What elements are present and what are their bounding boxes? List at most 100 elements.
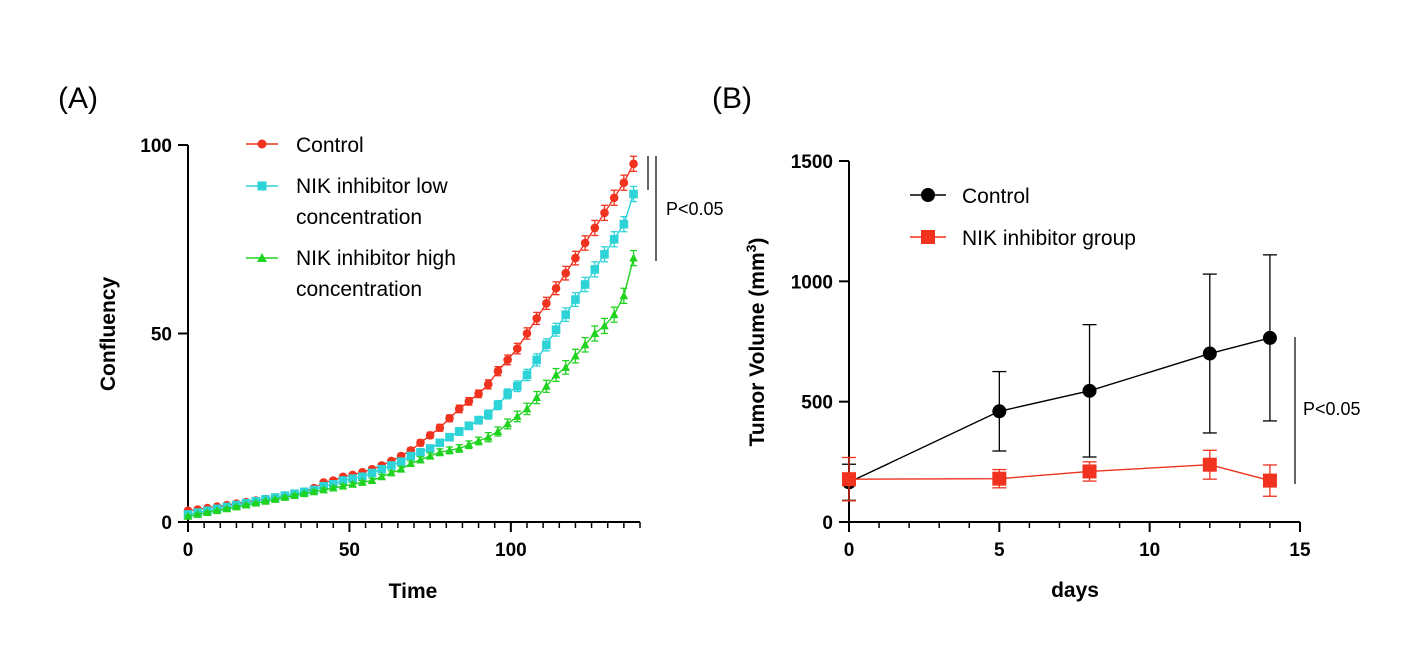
x-tick-label: 5 (994, 540, 1005, 561)
data-point (483, 380, 493, 389)
data-point (629, 253, 638, 262)
panel-a-plot: 0 50 100 0 50 100 (140, 136, 641, 561)
data-point (522, 404, 532, 413)
data-point (445, 414, 454, 423)
data-point (542, 299, 551, 308)
data-point (561, 268, 571, 278)
data-point (348, 474, 357, 483)
data-point (600, 321, 609, 330)
data-point (474, 415, 483, 425)
data-point (435, 447, 445, 456)
legend-label-nik-high-line1: NIK inhibitor high (296, 247, 456, 270)
data-point (338, 481, 348, 490)
data-point (435, 438, 445, 448)
data-point (377, 472, 387, 481)
data-point (358, 477, 367, 486)
legend-label-control: Control (296, 134, 364, 157)
data-point (561, 362, 571, 371)
legend-item-control: Control (246, 134, 364, 157)
panel-b-legend: Control NIK inhibitor group (910, 185, 1136, 250)
data-point (609, 234, 619, 244)
data-point (1082, 464, 1097, 479)
data-point (571, 253, 580, 263)
data-point (590, 223, 600, 233)
legend-label-control: Control (962, 185, 1030, 208)
y-tick-label: 1000 (791, 272, 833, 293)
data-point (464, 397, 474, 406)
data-point (435, 423, 445, 433)
legend-label-nik-high-line2: concentration (296, 278, 422, 301)
legend-item-nik-high: NIK inhibitor high concentration (246, 247, 456, 301)
data-point (251, 498, 261, 507)
data-point (532, 314, 541, 323)
series-1 (183, 185, 638, 519)
data-point (992, 404, 1007, 419)
data-point (425, 444, 435, 453)
data-point (454, 443, 464, 452)
panel-a-legend: Control NIK inhibitor low concentration … (246, 134, 456, 301)
data-point (425, 451, 435, 460)
data-point (532, 392, 541, 402)
data-point (513, 344, 522, 353)
legend-marker-circle (257, 139, 267, 149)
data-point (571, 351, 580, 360)
data-point (522, 329, 532, 338)
data-point (416, 455, 425, 464)
x-tick-label: 50 (339, 540, 360, 561)
legend-marker-square (921, 230, 935, 244)
data-point (464, 439, 474, 449)
data-point (992, 471, 1007, 486)
data-point (416, 447, 425, 457)
data-point (1262, 473, 1277, 488)
data-point (513, 411, 522, 420)
data-point (464, 421, 474, 431)
data-point (454, 404, 464, 414)
y-tick-label: 100 (140, 136, 172, 157)
y-tick-label: 50 (151, 325, 172, 346)
data-point (416, 438, 425, 448)
data-point (532, 355, 541, 365)
data-point (600, 208, 609, 218)
data-point (629, 159, 638, 169)
panel-b-p-value: P<0.05 (1303, 399, 1361, 419)
data-point (387, 461, 396, 470)
data-point (493, 400, 503, 410)
panel-a-label: (A) (58, 82, 98, 115)
data-point (483, 410, 493, 419)
data-point (241, 500, 251, 509)
data-point (561, 310, 571, 319)
data-point (580, 280, 590, 289)
panel-b-label: (B) (712, 82, 752, 115)
data-point (1202, 457, 1217, 472)
x-tick-label: 0 (844, 540, 855, 561)
legend-item-control: Control (910, 185, 1030, 208)
data-point (338, 476, 348, 485)
data-point (474, 436, 483, 445)
panel-a-x-axis-title: Time (389, 580, 438, 603)
legend-label-nik-group: NIK inhibitor group (962, 227, 1136, 250)
data-point (483, 432, 493, 441)
data-point (600, 250, 609, 259)
panel-b-plot: 0 5 10 15 0 500 1000 1500 (791, 152, 1311, 561)
data-point (309, 487, 319, 496)
panel-b-x-axis-title: days (1051, 579, 1099, 602)
data-point (290, 490, 299, 500)
panel-a-significance: P<0.05 (647, 156, 724, 261)
data-point (474, 389, 483, 399)
panel-a: (A) 0 50 100 0 50 100 Time Confluency Control… (58, 82, 724, 603)
data-point (493, 426, 503, 435)
data-point (358, 472, 367, 482)
data-point (319, 485, 328, 494)
data-point (445, 432, 454, 442)
legend-label-nik-low-line1: NIK inhibitor low (296, 175, 449, 198)
data-point (503, 355, 512, 365)
legend-item-nik-low: NIK inhibitor low concentration (246, 175, 449, 229)
legend-label-nik-low-line2: concentration (296, 206, 422, 229)
data-point (183, 511, 193, 520)
data-point (590, 265, 600, 274)
panel-b: (B) 0 5 10 15 0 500 1000 1500 days Tumor Volume… (712, 82, 1361, 602)
panel-a-p-value: P<0.05 (666, 199, 724, 219)
data-point (551, 283, 561, 293)
data-point (396, 464, 406, 473)
